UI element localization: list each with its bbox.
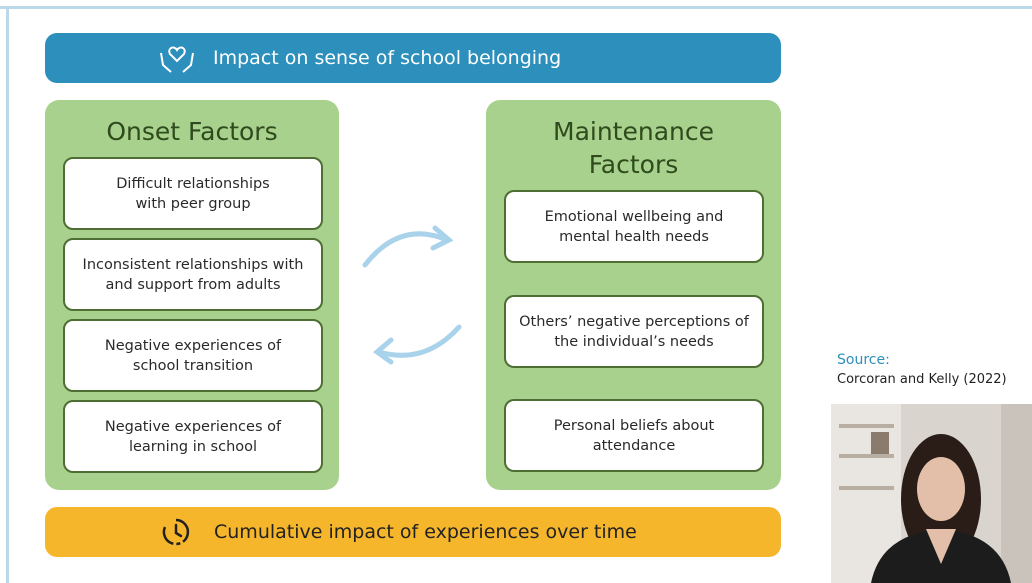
- onset-panel: Onset Factors Difficult relationships wi…: [45, 100, 339, 490]
- header-bar: Impact on sense of school belonging: [45, 33, 781, 83]
- maintenance-panel: Maintenance Factors Emotional wellbeing …: [486, 100, 781, 490]
- maintenance-item: Personal beliefs about attendance: [504, 399, 764, 472]
- clock-icon: [162, 518, 190, 546]
- frame-top: [0, 6, 1032, 9]
- hands-heart-icon: [160, 46, 194, 73]
- frame-left: [6, 6, 9, 583]
- webcam-video: [831, 404, 1032, 583]
- source-citation: Corcoran and Kelly (2022): [837, 372, 1007, 387]
- onset-item: Difficult relationships with peer group: [63, 157, 323, 230]
- source-label: Source:: [837, 352, 890, 368]
- onset-item: Negative experiences of school transitio…: [63, 319, 323, 392]
- onset-item: Negative experiences of learning in scho…: [63, 400, 323, 473]
- maintenance-item: Emotional wellbeing and mental health ne…: [504, 190, 764, 263]
- onset-item: Inconsistent relationships with and supp…: [63, 238, 323, 311]
- onset-title: Onset Factors: [106, 117, 278, 146]
- footer-bar: Cumulative impact of experiences over ti…: [45, 507, 781, 557]
- footer-title: Cumulative impact of experiences over ti…: [214, 521, 637, 543]
- maintenance-title: Maintenance Factors: [553, 117, 714, 179]
- cycle-arrows: [362, 225, 462, 365]
- header-title: Impact on sense of school belonging: [213, 47, 562, 69]
- maintenance-item: Others’ negative perceptions of the indi…: [504, 295, 764, 368]
